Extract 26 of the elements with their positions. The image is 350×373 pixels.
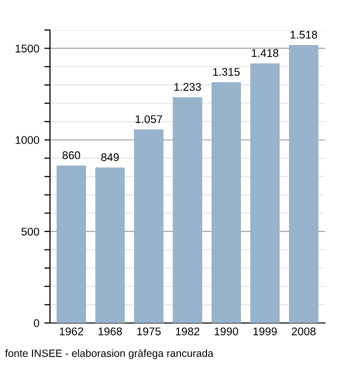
data-label: 1.518: [290, 30, 318, 39]
data-label: 860: [62, 151, 80, 160]
bar: [288, 45, 318, 323]
x-tick-label: 1968: [98, 327, 122, 336]
data-label: 849: [101, 153, 119, 162]
data-label: 1.057: [136, 115, 162, 124]
y-tick-label: 500: [21, 228, 40, 236]
x-tick-label: 1999: [253, 327, 277, 336]
source-note: fonte INSEE - elaborasion gràfega rancurada: [5, 349, 214, 359]
bar: [212, 82, 241, 323]
bar: [95, 168, 125, 323]
y-tick-label: 1000: [16, 136, 40, 144]
data-label: 1.233: [174, 82, 201, 91]
data-label: 1.315: [213, 68, 240, 76]
bar: [134, 129, 164, 323]
x-tick-label: 1962: [60, 327, 84, 336]
y-tick-label: 1500: [16, 44, 40, 52]
bar: [56, 166, 86, 323]
data-label: 1.418: [252, 49, 278, 57]
x-tick-label: 1975: [137, 327, 161, 336]
x-tick-label: 1982: [176, 327, 200, 336]
bar: [250, 63, 280, 323]
x-tick-label: 1990: [214, 327, 238, 336]
bar: [172, 97, 202, 323]
x-tick-label: 2008: [292, 327, 316, 336]
y-tick-label: 0: [34, 319, 40, 328]
